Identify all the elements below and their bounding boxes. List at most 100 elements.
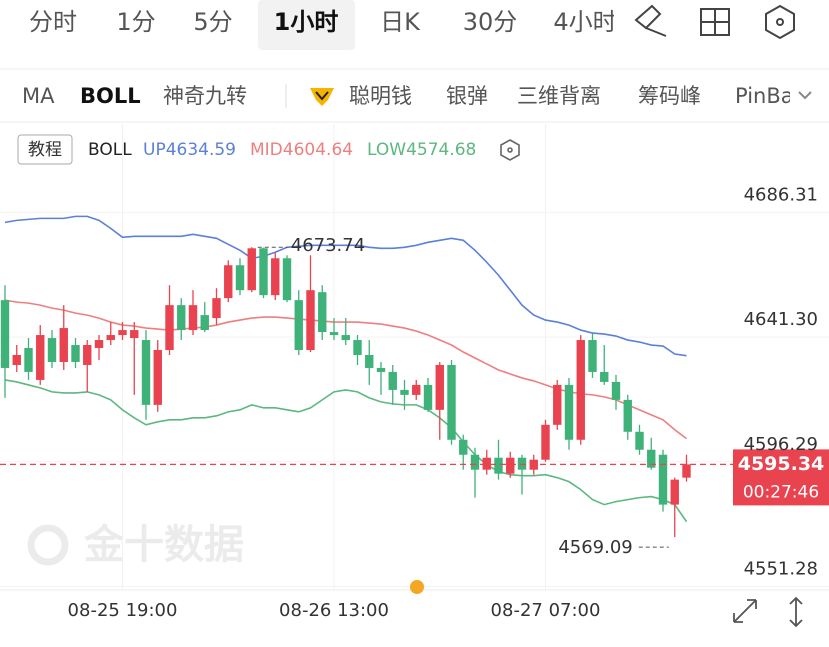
- indicator-tab[interactable]: 筹码峰: [638, 84, 701, 108]
- plot-area: [0, 124, 829, 590]
- candle-body: [541, 424, 550, 460]
- now-marker: [410, 580, 424, 594]
- layout-icon-lines: [701, 9, 729, 35]
- candle-body: [141, 340, 151, 405]
- candle-body: [306, 290, 315, 351]
- tab[interactable]: 30分: [463, 8, 518, 36]
- candle-body: [588, 340, 597, 372]
- candle-body: [282, 258, 292, 301]
- candle-body: [200, 315, 209, 331]
- candle-body: [482, 457, 491, 470]
- candle-body: [353, 340, 362, 355]
- candle-body: [494, 457, 503, 474]
- band-line: [4, 215, 687, 357]
- candle-body: [212, 298, 221, 319]
- legend-entry: MID4604.64: [250, 140, 353, 160]
- tutorial-label[interactable]: 教程: [28, 140, 62, 160]
- candle-body: [259, 248, 268, 296]
- candle-body: [670, 479, 679, 505]
- candle-body: [106, 335, 115, 341]
- current-price: 4595.34: [738, 453, 825, 475]
- settings-icon[interactable]: [765, 4, 795, 40]
- candle-body: [564, 384, 574, 440]
- indicator-tab[interactable]: 三维背离: [517, 84, 601, 108]
- indicator-tab[interactable]: MA: [22, 84, 55, 108]
- watermark-text: 金十数据: [83, 522, 244, 568]
- legend-value: 4574.68: [406, 140, 476, 160]
- candle-body: [576, 340, 585, 440]
- y-tick-label: 4686.31: [744, 184, 818, 205]
- indicator-tab[interactable]: BOLL: [80, 84, 141, 108]
- legend-entry: LOW4574.68: [367, 140, 476, 160]
- candle-body: [177, 305, 186, 331]
- candle-body: [412, 384, 421, 395]
- legend-name: UP: [143, 140, 166, 160]
- more-chevron[interactable]: [798, 91, 812, 100]
- candle-body: [188, 305, 198, 331]
- legend-name: MID: [250, 140, 283, 160]
- tab[interactable]: 分时: [29, 8, 77, 36]
- candle-body: [341, 335, 350, 341]
- tab-bar: 分时 1分 5分 1小时 日K 30分 4小时: [29, 8, 616, 36]
- candle-body: [318, 292, 327, 333]
- x-tick-label: 08-25 19:00: [68, 600, 178, 621]
- candle-body: [12, 354, 21, 365]
- indicator-tab[interactable]: 银弹: [446, 84, 488, 108]
- tutorial-button[interactable]: [17, 134, 73, 165]
- tab[interactable]: 4小时: [553, 8, 616, 36]
- tab[interactable]: 1分: [116, 8, 155, 36]
- tab[interactable]: 日K: [380, 8, 421, 36]
- expand-icon[interactable]: [733, 599, 757, 623]
- candle-body: [470, 454, 480, 470]
- candle-body: [224, 265, 233, 299]
- tab[interactable]: 1小时: [274, 8, 339, 36]
- candle-body: [71, 345, 80, 362]
- legend-indicator: BOLL: [88, 140, 132, 160]
- candle-body: [47, 338, 57, 362]
- active-tab-bg: [258, 0, 355, 50]
- tab[interactable]: 5分: [193, 8, 232, 36]
- candle-body: [59, 328, 68, 362]
- candle-body: [153, 350, 162, 405]
- candle-body: [235, 265, 245, 291]
- candle-body: [388, 371, 397, 390]
- indicator-bar: MA BOLL 神奇九转 聪明钱 银弹 三维背离 筹码峰 PinBar: [22, 84, 803, 108]
- candle-body: [118, 330, 127, 336]
- candle-body: [517, 457, 527, 470]
- price-tag: [733, 449, 829, 506]
- candle-body: [94, 340, 104, 349]
- draw-icon[interactable]: [634, 4, 667, 37]
- candle-body: [0, 300, 10, 368]
- chart-tools: [733, 596, 803, 628]
- scale-icon[interactable]: [789, 596, 803, 628]
- candle-body: [506, 457, 515, 474]
- min-label: 4569.09: [558, 537, 632, 558]
- candle-body: [329, 332, 339, 336]
- candle-body: [400, 389, 409, 395]
- candle-body: [294, 300, 303, 351]
- candle-body: [423, 384, 433, 410]
- candle-body: [553, 384, 562, 425]
- candle-body: [271, 258, 280, 296]
- watermark: 金十数据: [27, 522, 244, 568]
- indicator-tab[interactable]: 聪明钱: [349, 84, 412, 108]
- legend-settings[interactable]: [500, 139, 520, 161]
- candle-body: [635, 431, 644, 450]
- settings-icon-dot: [776, 18, 784, 26]
- indicator-tab[interactable]: 神奇九转: [163, 84, 247, 108]
- smart-money-icon-mark: [315, 91, 329, 101]
- candle-body: [83, 345, 92, 365]
- indicator-tab[interactable]: PinBar: [735, 84, 803, 108]
- candle-body: [611, 381, 621, 400]
- candle-body: [365, 354, 374, 368]
- candle-body: [24, 348, 33, 372]
- toolbar-icons: [634, 4, 795, 40]
- countdown: 00:27:46: [743, 482, 819, 502]
- y-tick-label: 4596.29: [744, 434, 818, 455]
- band-line: [4, 379, 688, 523]
- candle-body: [658, 454, 668, 505]
- candle-body: [165, 305, 174, 351]
- x-tick-label: 08-27 07:00: [491, 600, 601, 621]
